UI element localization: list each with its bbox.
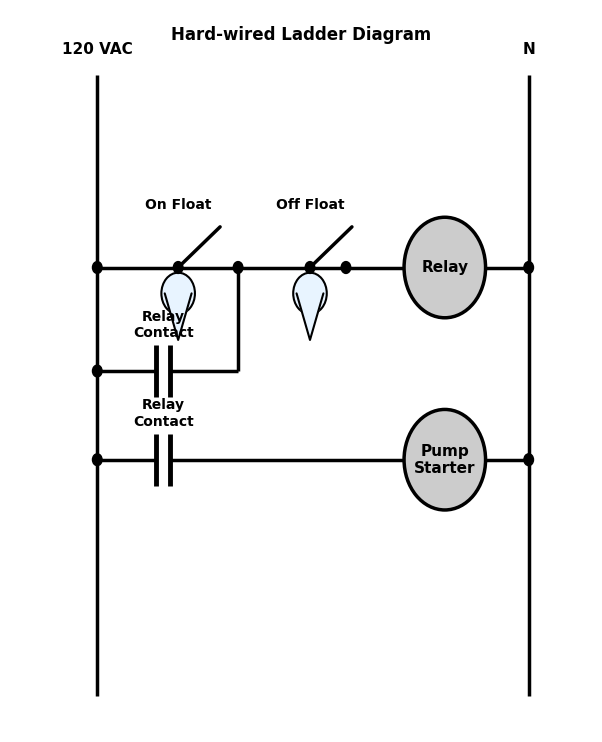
Circle shape — [305, 262, 315, 273]
Text: On Float: On Float — [145, 198, 211, 212]
Text: Relay: Relay — [421, 260, 468, 275]
Circle shape — [161, 272, 195, 314]
Circle shape — [293, 272, 327, 314]
Text: Relay
Contact: Relay Contact — [133, 398, 194, 429]
Text: Hard-wired Ladder Diagram: Hard-wired Ladder Diagram — [171, 26, 431, 44]
Circle shape — [93, 262, 102, 273]
Text: N: N — [523, 42, 535, 57]
Circle shape — [524, 262, 533, 273]
Circle shape — [524, 454, 533, 466]
Circle shape — [93, 454, 102, 466]
Text: Off Float: Off Float — [276, 198, 344, 212]
Circle shape — [404, 217, 486, 318]
Text: 120 VAC: 120 VAC — [62, 42, 132, 57]
Polygon shape — [165, 293, 191, 340]
Circle shape — [404, 410, 486, 510]
Text: Relay
Contact: Relay Contact — [133, 309, 194, 340]
Text: Pump
Starter: Pump Starter — [414, 444, 476, 476]
Circle shape — [234, 262, 243, 273]
Circle shape — [341, 262, 351, 273]
Polygon shape — [297, 293, 323, 340]
Circle shape — [93, 365, 102, 377]
Circle shape — [173, 262, 183, 273]
